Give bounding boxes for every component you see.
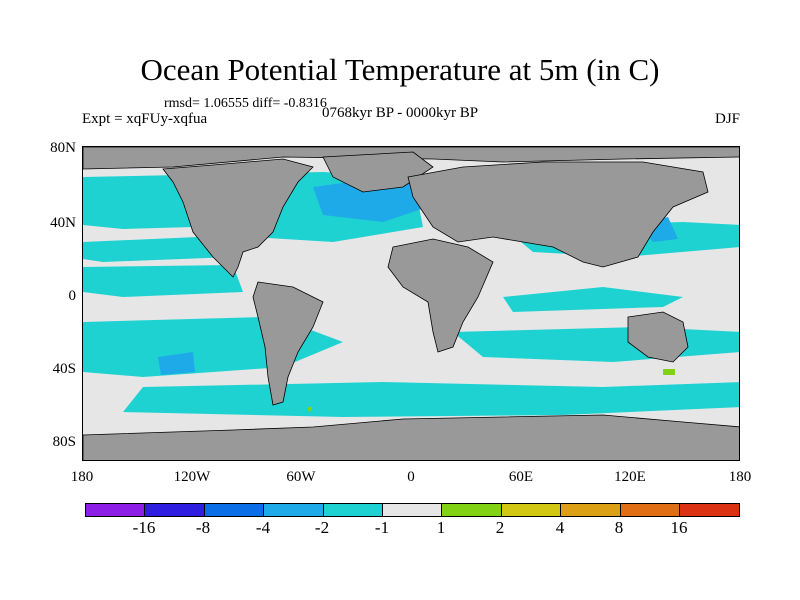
south-america xyxy=(252,281,324,406)
eurasia xyxy=(407,161,709,268)
colorbar-label: 8 xyxy=(614,518,624,537)
colorbar-swatch xyxy=(442,504,502,516)
lat-label-40s: 40S xyxy=(52,361,76,377)
colorbar-label: -4 xyxy=(255,518,271,537)
colorbar-swatch xyxy=(323,504,383,516)
colorbar-label: 1 xyxy=(436,518,446,537)
map-canvas xyxy=(83,147,739,460)
colorbar-swatch xyxy=(382,504,443,516)
greenland xyxy=(322,151,434,193)
colorbar-label: -16 xyxy=(132,518,156,537)
colorbar-label: -8 xyxy=(195,518,211,537)
time-period-label: 0768kyr BP - 0000kyr BP xyxy=(322,105,479,121)
lat-label-40n: 40N xyxy=(50,215,76,231)
lon-label-120e: 120E xyxy=(614,469,646,485)
lon-label-60w: 60W xyxy=(286,469,316,485)
season-label: DJF xyxy=(714,111,740,127)
australia xyxy=(627,311,689,363)
experiment-label: Expt = xqFUy-xqfua xyxy=(82,111,208,127)
colorbar-label: 16 xyxy=(670,518,688,537)
colorbar-swatch xyxy=(145,504,205,516)
temperature-difference-map xyxy=(82,146,740,461)
antarctica xyxy=(83,414,739,460)
colorbar-swatch xyxy=(204,504,265,516)
lon-label-180w: 180 xyxy=(70,469,94,485)
lon-label-60e: 60E xyxy=(508,469,534,485)
plot-title: Ocean Potential Temperature at 5m (in C) xyxy=(140,52,660,87)
lon-label-120w: 120W xyxy=(173,469,211,485)
colorbar-swatch xyxy=(501,504,562,516)
lon-label-0: 0 xyxy=(407,469,415,485)
lat-label-0: 0 xyxy=(68,288,77,304)
colorbar-swatch xyxy=(264,504,324,516)
rmsd-diff-stats: rmsd= 1.06555 diff= -0.8316 xyxy=(164,96,327,111)
colorbar-swatch xyxy=(620,504,680,516)
colorbar-label: -2 xyxy=(314,518,330,537)
colorbar-swatch xyxy=(561,504,621,516)
colorbar-label: 4 xyxy=(555,518,565,537)
colorbar-label: 2 xyxy=(495,518,505,537)
lat-label-80n: 80N xyxy=(50,140,76,156)
land-masses xyxy=(83,147,739,460)
colorbar-label: -1 xyxy=(374,518,390,537)
colorbar xyxy=(85,503,741,517)
lat-label-80s: 80S xyxy=(52,434,76,450)
africa xyxy=(387,238,494,353)
colorbar-swatch xyxy=(86,504,146,516)
lon-label-180e: 180 xyxy=(728,469,752,485)
colorbar-swatch xyxy=(679,504,740,516)
north-america xyxy=(162,158,314,278)
